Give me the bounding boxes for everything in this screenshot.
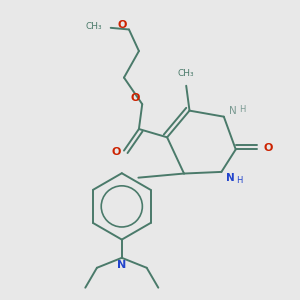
Text: H: H	[239, 105, 245, 114]
Text: N: N	[117, 260, 126, 271]
Text: N: N	[229, 106, 237, 116]
Text: O: O	[118, 20, 127, 29]
Text: CH₃: CH₃	[86, 22, 102, 31]
Text: N: N	[226, 173, 235, 183]
Text: H: H	[236, 176, 243, 185]
Text: O: O	[131, 93, 140, 103]
Text: O: O	[263, 143, 273, 153]
Text: CH₃: CH₃	[178, 69, 194, 78]
Text: O: O	[112, 147, 122, 157]
